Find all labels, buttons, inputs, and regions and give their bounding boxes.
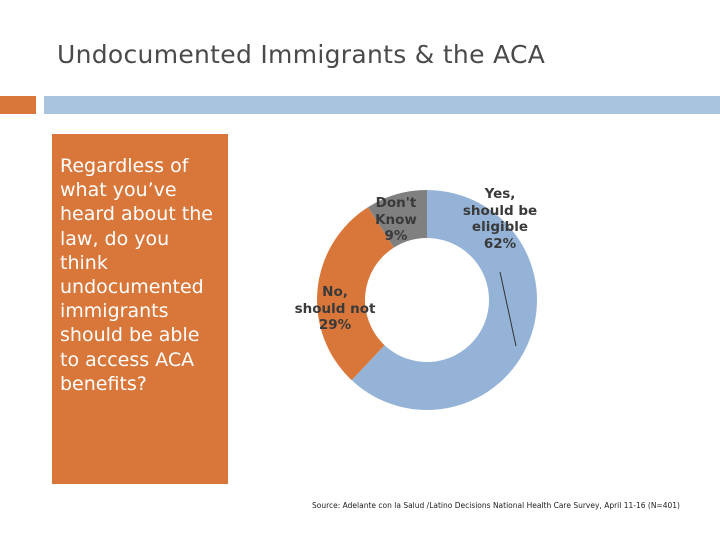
slice-value-dont-know: 9% bbox=[384, 228, 408, 244]
title-underline-bar bbox=[44, 96, 720, 114]
question-text: Regardless of what you’ve heard about th… bbox=[60, 154, 226, 396]
question-line: think bbox=[60, 251, 108, 274]
question-panel: Regardless of what you’ve heard about th… bbox=[52, 134, 228, 484]
question-line: immigrants bbox=[60, 300, 169, 323]
question-line: what you’ve bbox=[60, 179, 177, 202]
slice-label-dont-know-line: Don't bbox=[375, 195, 417, 211]
slice-label-yes: Yes, should be eligible 62% bbox=[459, 186, 541, 252]
slice-value-no: 29% bbox=[318, 317, 352, 333]
question-line: heard about the bbox=[60, 203, 213, 226]
source-note: Source: Adelante con la Salud /Latino De… bbox=[312, 501, 680, 510]
donut-slice-dont-know bbox=[368, 190, 427, 248]
yes-leader-line bbox=[499, 271, 517, 347]
question-line: Regardless of bbox=[60, 155, 189, 177]
question-line: should be able bbox=[60, 324, 200, 347]
slice-label-yes-line: Yes, bbox=[484, 186, 516, 202]
question-line: law, do you bbox=[60, 227, 170, 250]
slide-title: Undocumented Immigrants & the ACA bbox=[57, 40, 546, 69]
title-accent-bar bbox=[0, 96, 36, 114]
question-line: benefits? bbox=[60, 372, 147, 395]
slice-label-dont-know-line: Know bbox=[375, 211, 417, 228]
donut-slice-no bbox=[317, 207, 394, 381]
slice-label-no: No, should not 29% bbox=[294, 284, 376, 334]
slice-label-no-line: should not bbox=[294, 300, 376, 317]
question-line: undocumented bbox=[60, 276, 204, 299]
slice-label-no-line: No, bbox=[322, 284, 348, 300]
donut-slice-yes bbox=[351, 190, 537, 411]
slice-label-yes-line: should be bbox=[462, 202, 538, 219]
slice-label-yes-line: eligible bbox=[471, 219, 529, 235]
slice-label-dont-know: Don't Know 9% bbox=[366, 195, 426, 245]
slice-value-yes: 62% bbox=[483, 235, 517, 252]
question-line: to access ACA bbox=[60, 348, 195, 371]
